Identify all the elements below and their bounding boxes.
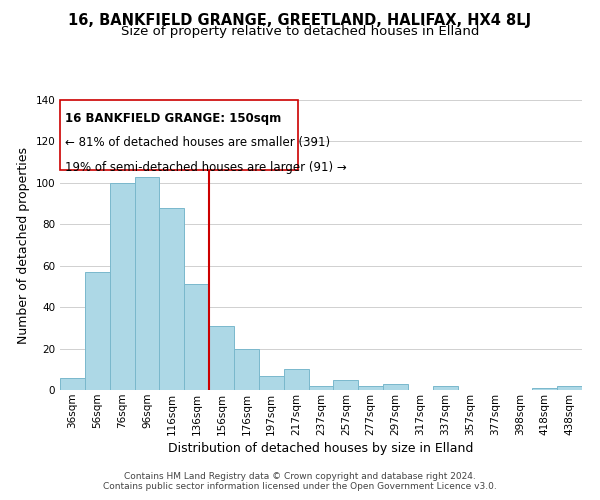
Bar: [110, 183, 134, 390]
Bar: [308, 386, 334, 390]
Bar: [532, 388, 557, 390]
Text: Size of property relative to detached houses in Elland: Size of property relative to detached ho…: [121, 25, 479, 38]
Bar: [557, 386, 582, 390]
Bar: [184, 284, 209, 390]
Bar: [60, 378, 85, 390]
Bar: [433, 386, 458, 390]
Bar: [160, 208, 184, 390]
Text: Contains HM Land Registry data © Crown copyright and database right 2024.: Contains HM Land Registry data © Crown c…: [124, 472, 476, 481]
Text: Contains public sector information licensed under the Open Government Licence v3: Contains public sector information licen…: [103, 482, 497, 491]
Bar: [234, 348, 259, 390]
Bar: [209, 326, 234, 390]
Bar: [383, 384, 408, 390]
Bar: [334, 380, 358, 390]
Text: ← 81% of detached houses are smaller (391): ← 81% of detached houses are smaller (39…: [65, 136, 331, 149]
Text: 19% of semi-detached houses are larger (91) →: 19% of semi-detached houses are larger (…: [65, 161, 347, 174]
Bar: [85, 272, 110, 390]
Text: 16 BANKFIELD GRANGE: 150sqm: 16 BANKFIELD GRANGE: 150sqm: [65, 112, 281, 124]
Y-axis label: Number of detached properties: Number of detached properties: [17, 146, 30, 344]
Text: 16, BANKFIELD GRANGE, GREETLAND, HALIFAX, HX4 8LJ: 16, BANKFIELD GRANGE, GREETLAND, HALIFAX…: [68, 12, 532, 28]
X-axis label: Distribution of detached houses by size in Elland: Distribution of detached houses by size …: [169, 442, 473, 455]
FancyBboxPatch shape: [60, 100, 298, 170]
Bar: [284, 370, 308, 390]
Bar: [259, 376, 284, 390]
Bar: [358, 386, 383, 390]
Bar: [134, 176, 160, 390]
